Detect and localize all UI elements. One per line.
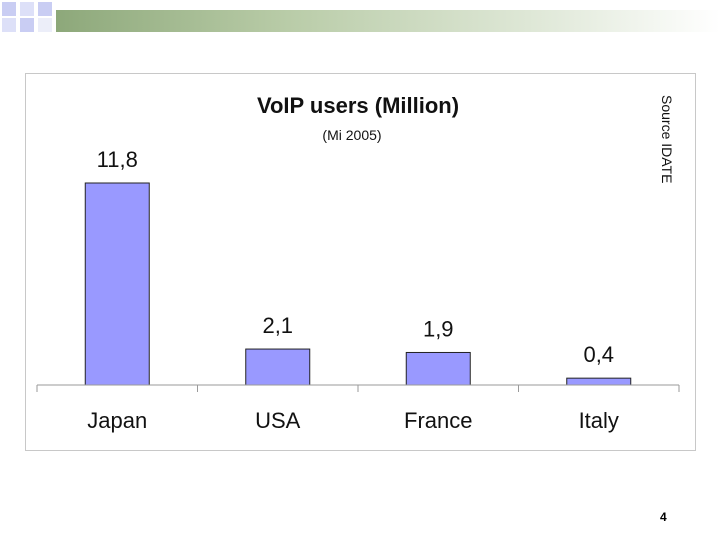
bar-france [405, 351, 471, 386]
chart-frame [25, 73, 696, 451]
bar-japan [84, 182, 150, 386]
decor-square [2, 18, 16, 32]
bars-group: 11,8 Japan 2,1 USA 1,9 France 0,4 Italy [84, 147, 632, 433]
green-gradient-bar [56, 10, 720, 32]
page-number: 4 [660, 510, 667, 524]
category-label-japan: Japan [87, 408, 147, 433]
decor-square [2, 2, 16, 16]
bar-italy [566, 377, 632, 386]
header-band [0, 0, 720, 34]
value-label-france: 1,9 [423, 316, 454, 341]
chart-title: VoIP users (Million) [257, 93, 459, 118]
value-label-usa: 2,1 [262, 313, 293, 338]
chart-subtitle: (Mi 2005) [322, 127, 381, 143]
x-axis-ticks [36, 385, 680, 392]
category-label-usa: USA [255, 408, 301, 433]
decor-square [38, 2, 52, 16]
bar-usa [245, 348, 311, 386]
category-label-france: France [404, 408, 472, 433]
source-note: Source IDATE [659, 95, 675, 183]
decor-square [20, 18, 34, 32]
decor-square [20, 2, 34, 16]
value-label-italy: 0,4 [583, 342, 614, 367]
category-label-italy: Italy [579, 408, 619, 433]
value-label-japan: 11,8 [97, 147, 138, 172]
decor-square [38, 18, 52, 32]
